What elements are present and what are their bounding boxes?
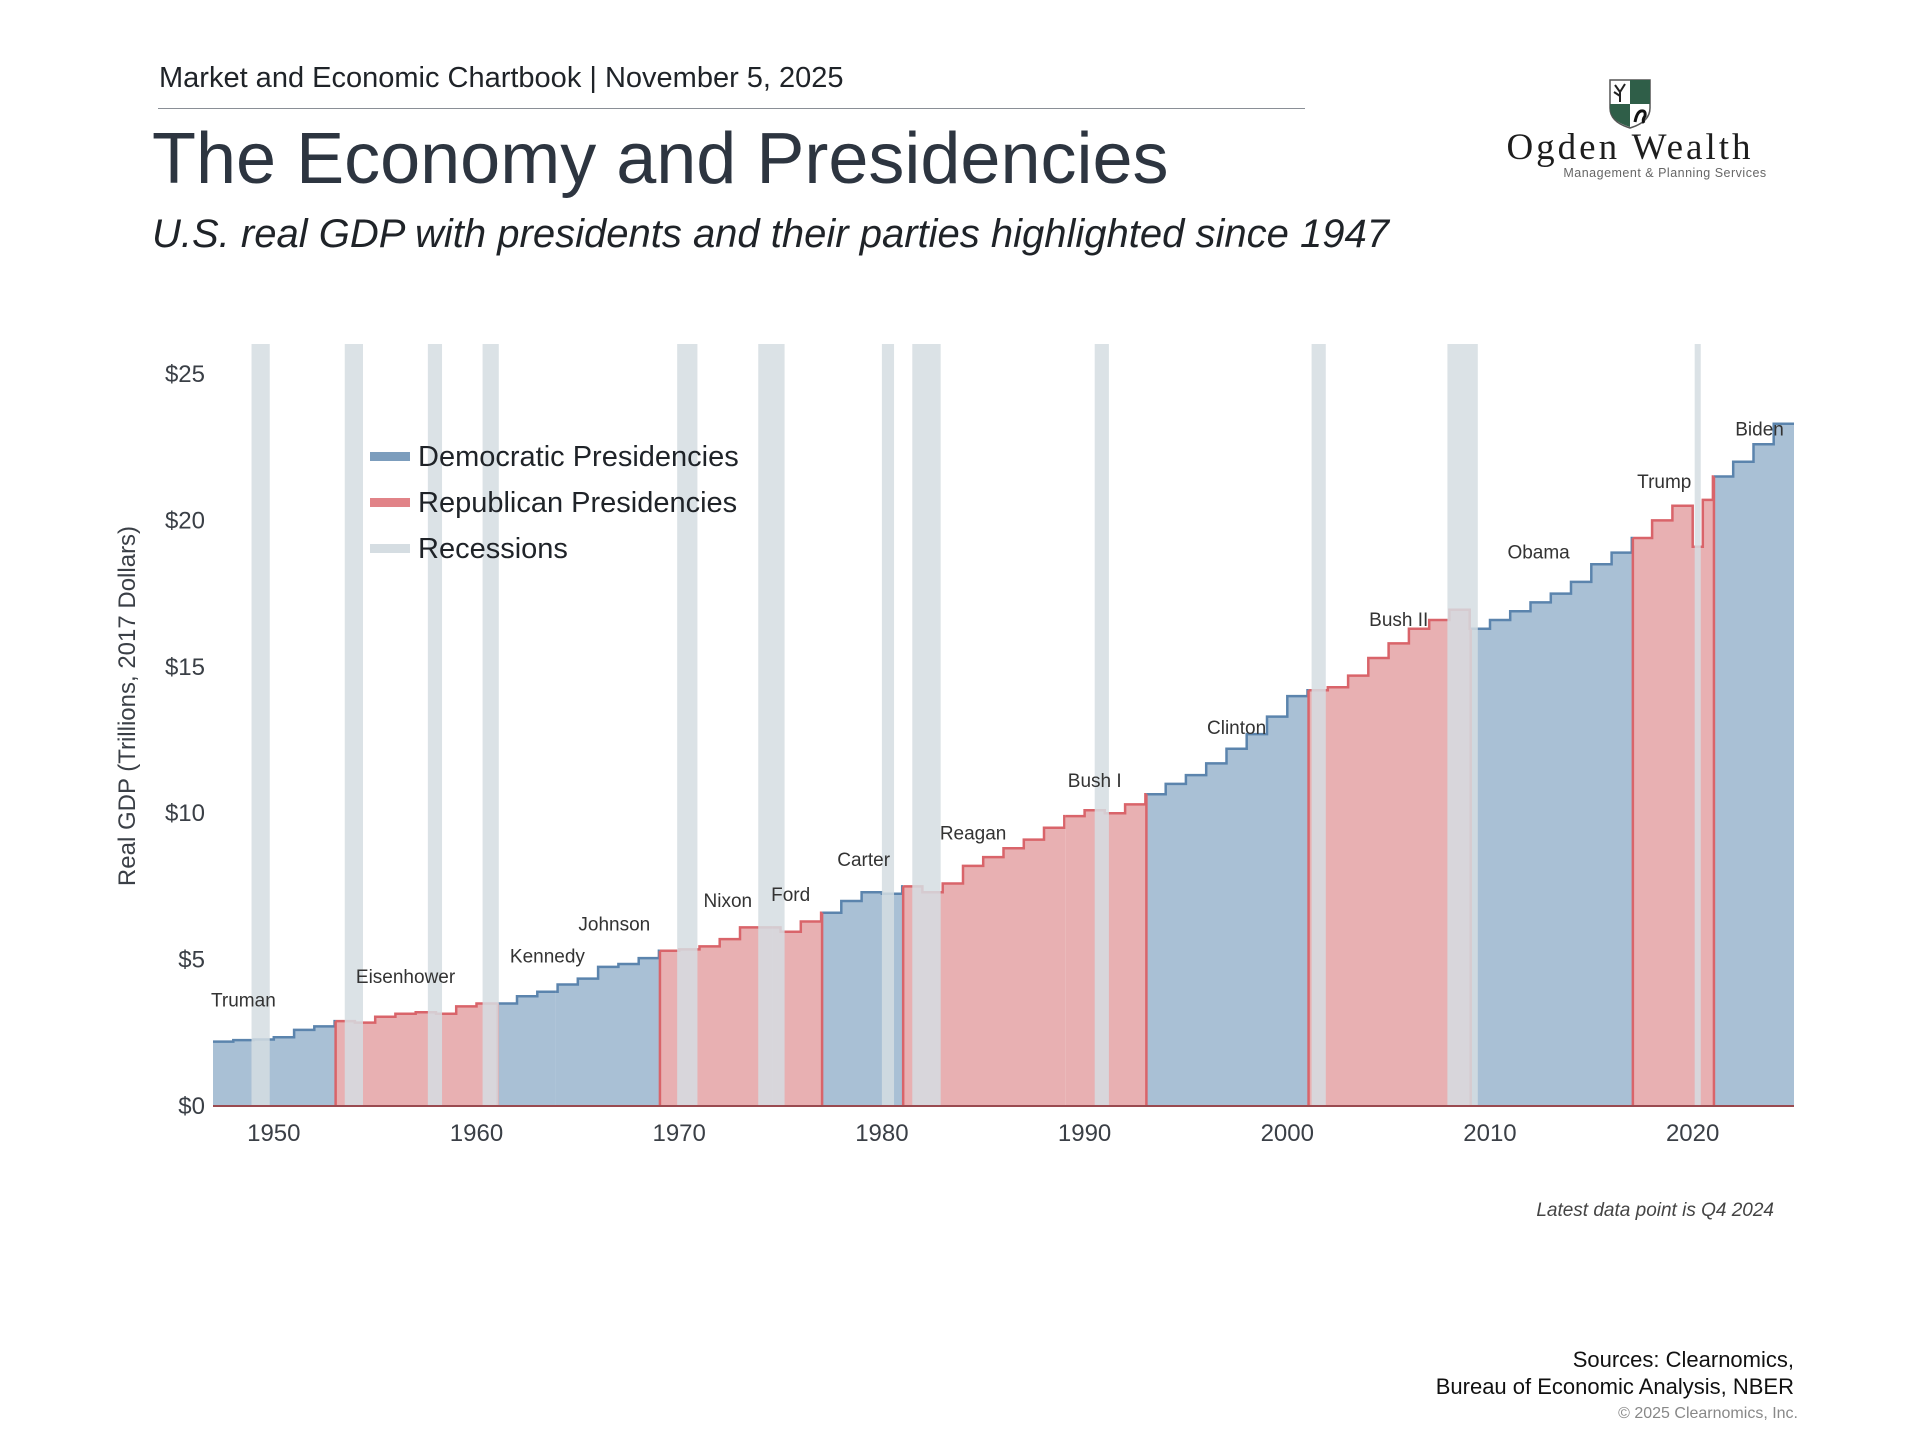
recession-band bbox=[482, 344, 499, 1106]
legend-swatch bbox=[370, 498, 410, 507]
x-tick-label: 1960 bbox=[450, 1120, 503, 1147]
president-label: Carter bbox=[837, 850, 890, 871]
recession-band bbox=[427, 344, 443, 1106]
legend-label: Republican Presidencies bbox=[418, 487, 737, 519]
president-label: Reagan bbox=[940, 824, 1007, 845]
president-label: Ford bbox=[771, 885, 810, 906]
president-label: Clinton bbox=[1207, 718, 1266, 739]
gdp-line-segment bbox=[335, 1002, 498, 1024]
gdp-line-segment bbox=[1470, 536, 1634, 630]
gdp-line-segment bbox=[497, 990, 556, 1005]
presidency-area-kennedy bbox=[497, 991, 556, 1106]
y-tick-label: $10 bbox=[165, 800, 205, 827]
president-label: Bush I bbox=[1068, 771, 1122, 792]
recession-band bbox=[1311, 344, 1326, 1106]
x-tick-label: 1980 bbox=[855, 1120, 908, 1147]
presidency-area-bush-ii bbox=[1308, 609, 1471, 1106]
recession-band bbox=[1694, 344, 1701, 1106]
president-label: Nixon bbox=[704, 891, 753, 912]
x-tick-label: 1950 bbox=[247, 1120, 300, 1147]
president-label: Obama bbox=[1507, 542, 1570, 563]
y-tick-label: $5 bbox=[178, 947, 205, 974]
recession-band bbox=[1447, 344, 1478, 1106]
gdp-line-segment bbox=[1146, 688, 1309, 796]
recession-band bbox=[251, 344, 270, 1106]
president-label: Johnson bbox=[578, 914, 650, 935]
page-title: The Economy and Presidencies bbox=[152, 119, 1169, 199]
y-axis-label: Real GDP (Trillions, 2017 Dollars) bbox=[114, 526, 141, 886]
latest-data-note: Latest data point is Q4 2024 bbox=[1536, 1200, 1774, 1221]
x-tick-label: 1990 bbox=[1058, 1120, 1111, 1147]
presidency-area-truman bbox=[213, 1021, 336, 1106]
x-tick-label: 2020 bbox=[1666, 1120, 1719, 1147]
presidency-area-nixon bbox=[659, 927, 773, 1106]
presidency-area-johnson bbox=[555, 950, 660, 1106]
gdp-line-segment bbox=[1713, 422, 1794, 478]
gdp-line-segment bbox=[213, 1019, 336, 1043]
recession-band bbox=[912, 344, 941, 1106]
y-tick-label: $20 bbox=[165, 507, 205, 534]
x-tick-label: 2000 bbox=[1261, 1120, 1314, 1147]
recession-band bbox=[677, 344, 698, 1106]
sources: Sources: Clearnomics, Bureau of Economic… bbox=[1436, 1346, 1794, 1400]
copyright: © 2025 Clearnomics, Inc. bbox=[1618, 1405, 1798, 1422]
president-label: Kennedy bbox=[510, 947, 586, 968]
presidency-area-ford bbox=[772, 912, 823, 1106]
president-label: Bush II bbox=[1369, 610, 1428, 631]
logo-name: Ogden Wealth bbox=[1506, 127, 1754, 168]
presidency-area-obama bbox=[1470, 538, 1633, 1106]
logo-tagline: Management & Planning Services bbox=[1563, 166, 1767, 180]
shield-icon bbox=[1609, 79, 1651, 129]
y-tick-label: $15 bbox=[165, 654, 205, 681]
presidency-area-trump bbox=[1632, 476, 1714, 1106]
sources-line-1: Sources: Clearnomics, bbox=[1572, 1347, 1794, 1372]
recession-band bbox=[344, 344, 363, 1106]
legend-swatch bbox=[370, 452, 410, 461]
president-label: Biden bbox=[1735, 419, 1784, 440]
y-tick-label: $25 bbox=[165, 361, 205, 388]
gdp-line-segment bbox=[555, 949, 661, 994]
legend-swatch bbox=[370, 544, 410, 553]
president-label: Truman bbox=[211, 990, 276, 1011]
page-subtitle: U.S. real GDP with presidents and their … bbox=[152, 212, 1389, 256]
y-tick-label: $0 bbox=[178, 1093, 205, 1120]
header-divider bbox=[158, 108, 1305, 109]
legend-label: Democratic Presidencies bbox=[418, 441, 739, 473]
recession-band bbox=[1094, 344, 1109, 1106]
recession-band bbox=[881, 344, 895, 1106]
presidency-area-eisenhower bbox=[335, 1003, 498, 1106]
presidency-area-biden bbox=[1713, 423, 1794, 1106]
recession-band bbox=[758, 344, 785, 1106]
president-label: Eisenhower bbox=[356, 967, 456, 988]
sources-line-2: Bureau of Economic Analysis, NBER bbox=[1435, 1374, 1794, 1399]
chartbook-header: Market and Economic Chartbook | November… bbox=[159, 62, 844, 94]
president-label: Trump bbox=[1637, 472, 1691, 493]
presidency-area-clinton bbox=[1146, 690, 1309, 1106]
legend-label: Recessions bbox=[418, 533, 568, 565]
x-tick-label: 2010 bbox=[1463, 1120, 1516, 1147]
company-logo: Ogden Wealth Management & Planning Servi… bbox=[1490, 76, 1770, 180]
x-tick-label: 1970 bbox=[652, 1120, 705, 1147]
